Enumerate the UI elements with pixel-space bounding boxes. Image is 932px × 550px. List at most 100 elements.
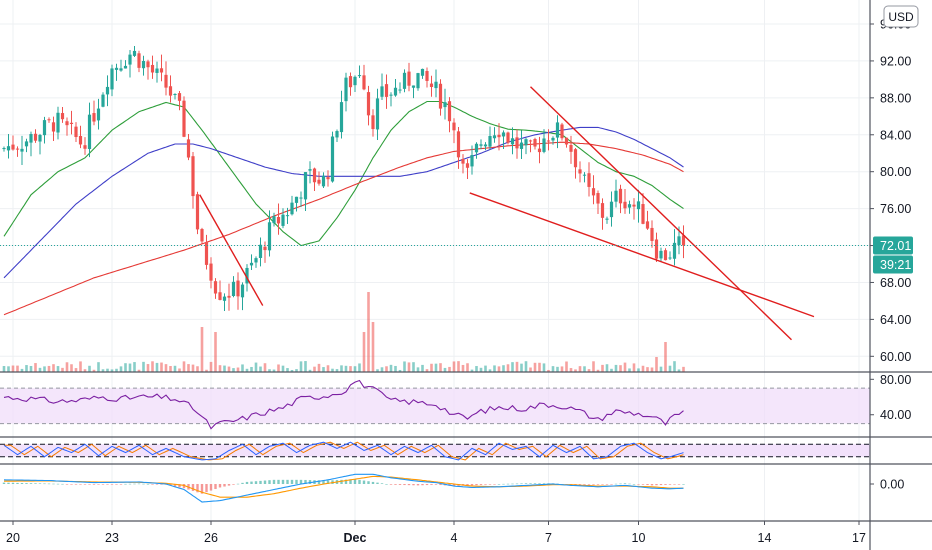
candle-body[interactable] xyxy=(555,122,560,138)
candle-body[interactable] xyxy=(645,221,650,229)
candle-body[interactable] xyxy=(141,61,146,69)
candle-body[interactable] xyxy=(614,190,618,202)
candle-body[interactable] xyxy=(33,133,38,141)
candle-body[interactable] xyxy=(659,250,663,259)
time-axis[interactable]: 20 23 26 Dec 4 7 10 14 17 xyxy=(6,521,866,545)
candle-body[interactable] xyxy=(191,156,195,197)
candle-body[interactable] xyxy=(501,132,506,137)
candle-body[interactable] xyxy=(366,92,371,116)
candle-body[interactable] xyxy=(173,93,177,95)
candle-body[interactable] xyxy=(447,101,452,122)
candle-body[interactable] xyxy=(321,175,326,187)
candle-body[interactable] xyxy=(65,121,69,126)
candle-body[interactable] xyxy=(290,202,294,215)
candle-body[interactable] xyxy=(299,197,303,199)
candle-body[interactable] xyxy=(510,138,515,145)
candle-body[interactable] xyxy=(29,134,33,143)
trendlines[interactable] xyxy=(199,86,815,341)
candle-body[interactable] xyxy=(105,86,110,95)
price-axis[interactable]: 96.0092.0088.0084.0080.0076.0072.0068.00… xyxy=(870,18,911,492)
candle-body[interactable] xyxy=(641,204,645,224)
candle-body[interactable] xyxy=(339,102,344,133)
candle-body[interactable] xyxy=(488,136,492,147)
candle-body[interactable] xyxy=(155,68,159,73)
candle-body[interactable] xyxy=(425,71,429,81)
candle-body[interactable] xyxy=(479,144,483,146)
candle-body[interactable] xyxy=(317,179,321,184)
candle-body[interactable] xyxy=(456,131,461,158)
candle-body[interactable] xyxy=(47,119,51,121)
candle-body[interactable] xyxy=(380,86,384,97)
candle-body[interactable] xyxy=(20,148,24,152)
candle-body[interactable] xyxy=(461,158,465,164)
candle-body[interactable] xyxy=(272,216,276,224)
candle-body[interactable] xyxy=(542,138,546,152)
candle-body[interactable] xyxy=(168,86,173,96)
candle-body[interactable] xyxy=(11,144,15,150)
candle-body[interactable] xyxy=(492,135,497,139)
candle-body[interactable] xyxy=(78,135,83,145)
candlesticks[interactable] xyxy=(2,45,686,311)
candle-body[interactable] xyxy=(609,201,614,218)
trendline[interactable] xyxy=(530,86,792,341)
candle-body[interactable] xyxy=(663,250,668,261)
candle-body[interactable] xyxy=(587,173,591,187)
candle-body[interactable] xyxy=(596,193,600,204)
candle-body[interactable] xyxy=(537,148,542,153)
candle-body[interactable] xyxy=(204,241,209,265)
candle-body[interactable] xyxy=(281,214,285,226)
candle-body[interactable] xyxy=(294,196,299,203)
candle-body[interactable] xyxy=(434,81,438,89)
candle-body[interactable] xyxy=(650,227,654,241)
candle-body[interactable] xyxy=(276,217,281,224)
candle-body[interactable] xyxy=(114,67,119,70)
candle-body[interactable] xyxy=(2,148,6,150)
candle-body[interactable] xyxy=(83,145,87,149)
price-panel[interactable] xyxy=(0,45,870,372)
candle-body[interactable] xyxy=(636,201,641,210)
candle-body[interactable] xyxy=(335,131,339,138)
candle-body[interactable] xyxy=(497,134,501,138)
candle-body[interactable] xyxy=(668,257,672,259)
candle-body[interactable] xyxy=(164,74,168,88)
candle-body[interactable] xyxy=(6,146,11,151)
candle-body[interactable] xyxy=(209,263,213,281)
candle-body[interactable] xyxy=(438,83,443,109)
candle-body[interactable] xyxy=(357,75,362,77)
candle-body[interactable] xyxy=(101,94,105,107)
candle-body[interactable] xyxy=(429,83,434,88)
candle-body[interactable] xyxy=(578,169,582,174)
candle-body[interactable] xyxy=(623,201,627,209)
candle-body[interactable] xyxy=(384,84,389,97)
candle-body[interactable] xyxy=(92,113,96,122)
rsi-panel[interactable] xyxy=(0,379,870,430)
candle-body[interactable] xyxy=(236,280,240,297)
candle-body[interactable] xyxy=(582,174,587,176)
candle-body[interactable] xyxy=(15,148,20,150)
candle-body[interactable] xyxy=(213,281,218,294)
candle-body[interactable] xyxy=(443,102,447,108)
candle-body[interactable] xyxy=(24,141,29,147)
candle-body[interactable] xyxy=(416,73,420,89)
candle-body[interactable] xyxy=(240,284,245,298)
candle-body[interactable] xyxy=(344,77,348,102)
candle-body[interactable] xyxy=(551,137,555,141)
candle-body[interactable] xyxy=(186,139,191,158)
candle-body[interactable] xyxy=(483,144,488,147)
candle-body[interactable] xyxy=(605,218,609,220)
candle-body[interactable] xyxy=(506,132,510,143)
candle-body[interactable] xyxy=(249,262,254,266)
candle-body[interactable] xyxy=(560,124,564,139)
candle-body[interactable] xyxy=(150,64,155,73)
candle-body[interactable] xyxy=(51,122,56,132)
candle-body[interactable] xyxy=(177,93,182,101)
candle-body[interactable] xyxy=(528,140,533,142)
macd-panel[interactable] xyxy=(2,473,685,503)
candle-body[interactable] xyxy=(231,281,236,296)
candle-body[interactable] xyxy=(348,76,353,88)
candle-body[interactable] xyxy=(569,144,573,152)
candle-body[interactable] xyxy=(182,100,186,137)
candle-body[interactable] xyxy=(402,72,407,89)
candle-body[interactable] xyxy=(524,139,528,146)
